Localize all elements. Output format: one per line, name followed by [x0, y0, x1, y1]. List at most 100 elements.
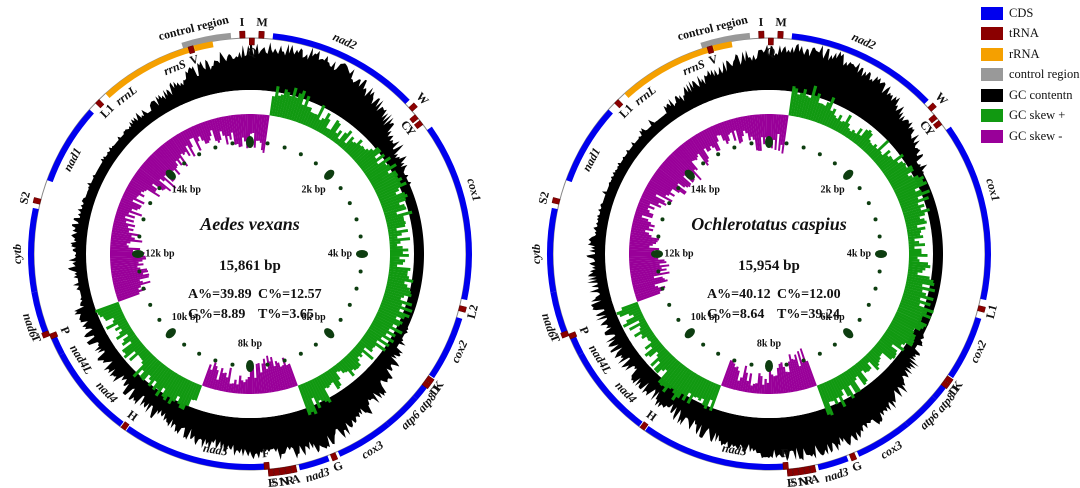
tick-dot [732, 145, 737, 150]
gc-skew-negative-bar [735, 117, 744, 142]
gc-skew-positive-bar [895, 310, 927, 328]
gc-skew-negative-bar [805, 360, 817, 387]
gc-skew-negative-bar [756, 114, 762, 151]
legend: CDS tRNA rRNA control region GC contentn… [981, 3, 1080, 147]
gc-skew-positive-bar [701, 381, 715, 406]
gc-skew-negative-bar [718, 122, 729, 145]
gc-skew-negative-bar [186, 128, 194, 139]
gc-skew-positive-bar [283, 95, 293, 119]
gc-skew-positive-bar [893, 315, 922, 331]
tick-dot [716, 351, 721, 356]
tick-dot [676, 317, 681, 322]
gc-skew-negative-bar [787, 371, 794, 393]
gc-skew-positive-bar [360, 338, 374, 350]
gc-skew-negative-bar [199, 122, 210, 144]
gc-skew-negative-bar [675, 148, 696, 171]
gc-skew-positive-bar [641, 328, 652, 337]
gc-skew-positive-bar [671, 367, 689, 390]
gc-skew-negative-bar [223, 377, 229, 392]
gc-skew-positive-bar [639, 323, 649, 332]
gc-skew-positive-bar [154, 365, 168, 383]
feature-arc-nad4 [59, 352, 124, 427]
trna-mark-W [408, 102, 418, 112]
tick-dot [784, 141, 789, 146]
gc-skew-positive-bar [891, 175, 913, 189]
tick-dot [817, 351, 822, 356]
trna-label-R: R [284, 473, 295, 488]
gc-skew-negative-bar [799, 365, 808, 390]
gc-skew-negative-bar [126, 186, 145, 198]
gc-skew-positive-bar [646, 332, 655, 339]
tick-dot [656, 234, 661, 239]
gc-skew-positive-bar [697, 379, 710, 401]
gc-skew-negative-bar [114, 215, 135, 223]
tick-dot [749, 362, 754, 367]
gc-skew-negative-bar [696, 132, 710, 153]
gc-skew-positive-bar [368, 326, 395, 344]
feature-arc-nad6 [550, 291, 569, 338]
gc-skew-negative-bar [791, 358, 801, 391]
gc-skew-positive-bar [906, 278, 935, 287]
gc-skew-positive-bar [348, 351, 360, 363]
gc-skew-positive-bar [802, 97, 811, 119]
gc-skew-positive-bar [363, 334, 387, 352]
tick-dot [338, 317, 343, 322]
tick-dot-origin [246, 136, 254, 148]
gc-skew-negative-bar [255, 114, 260, 141]
gc-skew-negative-bar [788, 354, 799, 392]
gc-skew-positive-bar [386, 280, 408, 288]
kb-label: 10k bp [691, 312, 721, 323]
gc-skew-positive-bar [161, 372, 178, 398]
gc-skew-negative-bar [652, 173, 680, 194]
gc-skew-positive-bar [352, 347, 363, 358]
gc-skew-positive-bar [341, 358, 354, 371]
gc-skew-positive-bar [328, 368, 342, 387]
gc-skew-positive-bar [388, 273, 410, 280]
trna-mark-M [258, 30, 265, 39]
tick-dot [197, 152, 202, 157]
gc-skew-negative-bar [116, 210, 136, 219]
feature-label-cytb: cytb [10, 244, 24, 264]
kb-label: 2k bp [821, 185, 846, 196]
gc-skew-negative-bar [630, 229, 650, 235]
gc-skew-positive-bar [622, 315, 645, 328]
gc-skew-positive-bar [295, 104, 305, 123]
gc-skew-positive-bar [339, 359, 355, 377]
gc-skew-positive-bar [365, 330, 390, 348]
trna-mark-L1 [977, 305, 986, 313]
gc-skew-positive-bar [841, 372, 851, 387]
gc-skew-positive-bar [869, 349, 881, 361]
legend-label: GC skew - [1009, 128, 1063, 143]
gc-skew-negative-bar [110, 253, 135, 257]
gc-skew-positive-bar [151, 367, 170, 391]
trna-mark-D [940, 380, 951, 390]
gc-skew-negative-bar [721, 121, 731, 142]
gc-skew-negative-bar [636, 291, 661, 302]
gc-skew-positive-bar [649, 336, 658, 343]
gc-skew-positive-bar [367, 328, 383, 340]
tick-dot-major [684, 328, 695, 339]
tick-dot [347, 302, 352, 307]
gc-skew-positive-bar [880, 153, 904, 172]
gc-skew-negative-bar [136, 169, 165, 191]
gc-skew-negative-bar [725, 363, 736, 388]
gc-skew-positive-bar [338, 130, 353, 147]
gc-skew-negative-bar [714, 124, 722, 136]
trna-label-F: F [261, 446, 269, 461]
gc-skew-positive-bar [384, 290, 405, 299]
trna-label-P: P [577, 324, 593, 336]
feature-arc-cox2 [948, 317, 982, 379]
gc-skew-positive-bar [891, 319, 915, 334]
gc-skew-positive-bar [877, 340, 897, 357]
gc-skew-negative-bar [770, 374, 774, 394]
gc-skew-negative-bar [629, 259, 665, 264]
gc-skew-positive-bar [823, 381, 835, 402]
gc-skew-positive-bar [628, 319, 647, 331]
gc-skew-negative-bar [785, 371, 791, 393]
gc-skew-positive-bar [364, 156, 392, 176]
kb-label: 6k bp [302, 312, 327, 323]
gc-skew-positive-bar [326, 119, 340, 139]
gc-skew-negative-bar [242, 382, 246, 394]
gc-skew-positive-bar [828, 379, 839, 399]
trna-label-V: V [707, 52, 720, 68]
